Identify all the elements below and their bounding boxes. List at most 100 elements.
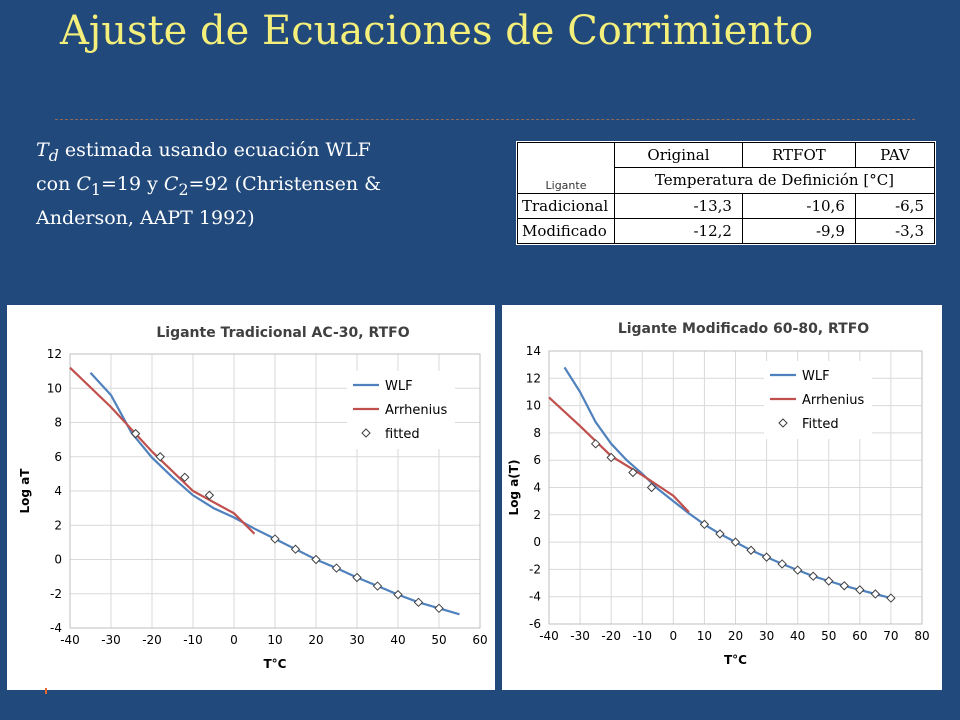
y-tick-label: 2 <box>533 508 541 522</box>
x-tick-label: 80 <box>914 629 929 643</box>
description-line-2-c: =92 (Christensen & <box>188 172 382 195</box>
x-tick-label: -40 <box>60 633 80 647</box>
chart-panel-tradicional: -40 -30 -20 -10 0 10 20 30 40 50 60 -4 -2 0 2 4 6 8 10 12 Li… <box>7 305 495 690</box>
x-tick-label: 60 <box>472 633 487 647</box>
slide-accent-mark <box>45 688 47 694</box>
x-tick-label: -30 <box>570 629 590 643</box>
fitted-point-marker <box>886 593 896 603</box>
y-tick-label: -4 <box>50 621 62 635</box>
fitted-point-marker <box>372 581 383 591</box>
y-tick-label: 12 <box>47 347 62 361</box>
y-tick-label: 4 <box>54 484 62 498</box>
fitted-point-marker <box>824 576 834 586</box>
ligante-label: Ligante <box>545 178 587 192</box>
description-line-1-text: estimada usando ecuación WLF <box>58 139 371 161</box>
table-corner-cell: Ligante <box>517 142 615 194</box>
fitted-point-marker <box>155 452 165 462</box>
y-tick-label: -6 <box>529 617 541 631</box>
legend-label: Fitted <box>802 417 839 432</box>
description-line-3: Anderson, AAPT 1992) <box>36 206 255 229</box>
fitted-point-marker <box>646 482 657 493</box>
x-tick-label: 40 <box>790 629 805 643</box>
c2-subscript: 2 <box>178 179 189 199</box>
fitted-point-marker <box>434 603 444 614</box>
fitted-point-marker <box>699 519 710 530</box>
row-label-modificado: Modificado <box>517 217 615 245</box>
td-subscript: d <box>48 145 59 165</box>
table-cell: -12,2 <box>614 217 743 245</box>
y-tick-label: 8 <box>533 426 541 440</box>
fitted-point-marker <box>204 490 215 500</box>
table-cell: -13,3 <box>614 192 743 219</box>
col-header-pav: PAV <box>854 141 936 169</box>
x-tick-label: 10 <box>267 633 282 647</box>
c2-symbol: C <box>163 172 179 195</box>
x-tick-label: 60 <box>852 629 867 643</box>
plot-area-border <box>69 353 481 629</box>
results-table-container: Ligante Original RTFOT PAV Temperatura d… <box>516 141 936 245</box>
x-tick-label: 20 <box>728 629 743 643</box>
fitted-point-marker <box>606 452 616 463</box>
y-tick-label: 10 <box>526 399 541 413</box>
x-tick-label: 0 <box>230 633 238 647</box>
td-symbol: T <box>36 139 49 161</box>
fitted-point-marker <box>270 534 280 544</box>
series-line-arrhenius <box>69 366 256 535</box>
legend-swatch-fitted <box>778 418 788 428</box>
table-cell: -10,6 <box>741 192 856 219</box>
y-tick-label: -4 <box>529 590 541 604</box>
fitted-point-marker <box>855 585 865 595</box>
y-tick-label: 8 <box>54 416 62 430</box>
legend-label: fitted <box>385 427 420 442</box>
table-subheader: Temperatura de Definición [°C] <box>614 167 935 194</box>
table-cell: -6,5 <box>854 192 936 219</box>
description-line-2-a: con <box>36 172 77 195</box>
chart-title: Ligante Tradicional AC-30, RTFO <box>156 325 409 341</box>
x-tick-label: -40 <box>539 629 559 643</box>
legend-label: Arrhenius <box>385 403 447 418</box>
col-header-original: Original <box>614 141 743 169</box>
title-divider <box>55 119 915 120</box>
x-tick-label: -10 <box>632 629 652 643</box>
slide-title: Ajuste de Ecuaciones de Corrimiento <box>60 8 814 54</box>
description-paragraph: Td estimada usando ecuación WLF con C 1=1… <box>36 136 506 233</box>
y-tick-label: 6 <box>533 453 541 467</box>
x-tick-label: 40 <box>390 633 405 647</box>
results-table: Ligante Original RTFOT PAV Temperatura d… <box>517 141 936 245</box>
legend-label: WLF <box>802 369 830 384</box>
y-tick-label: 2 <box>54 518 62 532</box>
fitted-point-marker <box>413 597 424 608</box>
legend-label: WLF <box>385 379 413 394</box>
plot-area-border <box>548 350 923 625</box>
y-tick-label: 10 <box>47 381 62 395</box>
col-header-rtfot: RTFOT <box>741 141 856 169</box>
description-line-2-b: =19 y <box>100 172 164 195</box>
fitted-point-marker <box>628 467 638 478</box>
c1-subscript: 1 <box>90 179 101 199</box>
x-tick-label: 30 <box>349 633 364 647</box>
x-tick-label: 20 <box>308 633 323 647</box>
x-tick-label: -30 <box>101 633 121 647</box>
x-tick-label: 50 <box>431 633 446 647</box>
x-tick-label: -10 <box>183 633 203 647</box>
x-tick-label: 50 <box>821 629 836 643</box>
table-cell: -9,9 <box>741 217 856 245</box>
fitted-point-marker <box>311 554 321 565</box>
y-tick-label: 6 <box>54 450 62 464</box>
x-tick-label: 70 <box>883 629 898 643</box>
x-tick-label: 0 <box>670 629 678 643</box>
table-row: Tradicional -13,3 -10,6 -6,5 <box>517 192 936 219</box>
chart-tradicional: -40 -30 -20 -10 0 10 20 30 40 50 60-4-2024681012Li… <box>18 325 488 671</box>
fitted-point-marker <box>180 472 190 483</box>
fitted-point-marker <box>290 544 301 554</box>
fitted-point-marker <box>746 545 756 555</box>
x-tick-label: -20 <box>601 629 621 643</box>
y-tick-label: 0 <box>533 535 541 549</box>
table-header-row: Ligante Original RTFOT PAV <box>517 141 936 194</box>
row-label-tradicional: Tradicional <box>517 192 615 219</box>
y-tick-label: 0 <box>54 553 62 567</box>
fitted-point-marker <box>761 552 772 562</box>
table-row: Modificado -12,2 -9,9 -3,3 <box>517 217 936 245</box>
fitted-point-marker <box>331 563 342 573</box>
legend-swatch-fitted <box>361 428 371 438</box>
